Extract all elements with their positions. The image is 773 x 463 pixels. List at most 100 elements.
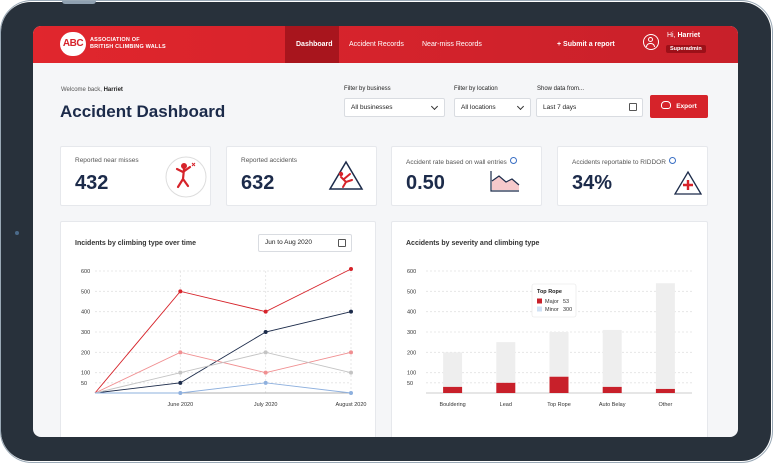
data-point <box>178 289 183 294</box>
nav-item-dashboard[interactable]: Dashboard <box>296 41 333 48</box>
y-tick-label: 500 <box>407 289 416 295</box>
business-filter-select[interactable]: All businesses <box>344 98 445 117</box>
kpi-value: 34% <box>572 172 613 194</box>
business-filter-value: All businesses <box>351 104 393 111</box>
bar-major <box>655 388 675 393</box>
y-tick-label: 200 <box>81 350 90 356</box>
data-point <box>178 391 183 395</box>
x-tick-label: Lead <box>500 402 512 408</box>
incidents-line-chart-card: Incidents by climbing type over time Jun… <box>60 221 376 437</box>
kpi-value: 432 <box>75 172 109 194</box>
location-filter-label: Filter by location <box>454 86 498 92</box>
nav-active-indicator <box>285 26 339 63</box>
chart-date-range-input[interactable]: Jun to Aug 2020 <box>258 234 352 252</box>
line-chart: 50 100 200 300 400 500 600 June 2020 July 2020 Au… <box>81 266 367 408</box>
y-tick-label: 400 <box>407 310 416 316</box>
export-label: Export <box>676 103 697 110</box>
x-tick-label: July 2020 <box>254 402 278 408</box>
tablet-camera <box>15 231 19 235</box>
abc-logo[interactable]: ABC <box>60 32 86 56</box>
bar-minor <box>443 352 463 387</box>
date-filter-label: Show data from... <box>537 86 585 92</box>
kpi-card-accident-rate: Accident rate based on wall entries 0.50 <box>391 146 542 206</box>
kpi-label-text: Accidents reportable to RIDDOR <box>572 159 666 166</box>
greeting-text: Hi, <box>667 32 678 39</box>
y-tick-label: 600 <box>407 269 416 275</box>
y-tick-label: 50 <box>407 381 413 387</box>
x-tick-label: Other <box>659 402 673 408</box>
kpi-card-accidents: Reported accidents 632 <box>226 146 377 206</box>
severity-bar-chart-card: Accidents by severity and climbing type … <box>391 221 708 437</box>
bar-minor <box>549 332 569 377</box>
nav-item-accident-records[interactable]: Accident Records <box>349 41 404 48</box>
org-name: ASSOCIATION OF BRITISH CLIMBING WALLS <box>90 37 166 51</box>
y-tick-label: 50 <box>81 381 87 387</box>
series-line <box>94 311 352 394</box>
info-icon[interactable] <box>509 157 517 164</box>
location-filter-value: All locations <box>461 104 496 111</box>
kpi-card-near-misses: Reported near misses 432 <box>60 146 211 206</box>
kpi-label: Accident rate based on wall entries <box>406 157 517 166</box>
org-name-line1: ASSOCIATION OF <box>90 37 140 43</box>
data-point <box>263 330 268 334</box>
bar-major <box>443 386 463 393</box>
data-point <box>263 309 268 314</box>
business-filter-label: Filter by business <box>344 86 391 92</box>
chevron-down-icon <box>430 102 439 111</box>
x-tick-label: August 2020 <box>336 402 367 408</box>
data-point <box>349 391 353 395</box>
data-point <box>263 350 268 355</box>
kpi-label: Reported accidents <box>241 157 298 164</box>
series-line <box>94 268 352 394</box>
data-point <box>178 380 183 385</box>
kpi-value: 0.50 <box>406 172 445 194</box>
tooltip-series-name: Major <box>545 299 559 305</box>
y-tick-label: 200 <box>407 350 416 356</box>
data-point <box>263 380 268 385</box>
tooltip-swatch <box>537 298 542 304</box>
tablet-button <box>62 0 96 4</box>
tooltip-swatch <box>537 306 542 312</box>
series-line <box>95 382 352 394</box>
data-point <box>349 370 353 375</box>
area-chart-icon <box>490 171 520 192</box>
date-filter-input[interactable]: Last 7 days <box>536 98 643 117</box>
app-screen: ABC ASSOCIATION OF BRITISH CLIMBING WALL… <box>33 26 738 437</box>
kpi-label: Accidents reportable to RIDDOR <box>572 157 676 166</box>
data-point <box>178 350 183 355</box>
submit-report-button[interactable]: + Submit a report <box>557 41 615 48</box>
calendar-icon <box>629 103 637 111</box>
y-tick-label: 100 <box>81 371 90 377</box>
y-tick-label: 100 <box>407 371 416 377</box>
kpi-value: 632 <box>241 172 275 194</box>
welcome-text: Welcome back, <box>61 87 104 93</box>
chevron-down-icon <box>516 102 525 111</box>
kpi-label: Reported near misses <box>75 157 139 164</box>
user-name: Harriet <box>677 32 701 39</box>
bar-major <box>496 382 516 393</box>
y-tick-label: 400 <box>81 310 90 316</box>
location-filter-select[interactable]: All locations <box>454 98 531 117</box>
org-name-line2: BRITISH CLIMBING WALLS <box>90 44 166 50</box>
nav-item-near-miss-records[interactable]: Near-miss Records <box>422 41 482 48</box>
bar-minor <box>655 283 675 389</box>
info-icon[interactable] <box>668 157 676 164</box>
date-filter-value: Last 7 days <box>543 104 577 111</box>
warning-fall-icon <box>328 160 364 190</box>
x-tick-label: June 2020 <box>167 402 193 408</box>
cloud-upload-icon <box>661 101 672 109</box>
first-aid-icon <box>674 170 702 195</box>
y-tick-label: 500 <box>81 289 90 295</box>
y-tick-label: 300 <box>407 330 416 336</box>
chart-title: Incidents by climbing type over time <box>75 240 196 247</box>
x-tick-label: Auto Belay <box>599 402 626 408</box>
user-avatar-icon[interactable] <box>643 34 659 50</box>
bar-minor <box>496 342 516 383</box>
date-range-value: Jun to Aug 2020 <box>265 239 312 246</box>
y-tick-label: 600 <box>81 269 90 275</box>
bar-minor <box>602 329 622 387</box>
export-button[interactable]: Export <box>650 95 708 118</box>
data-point <box>263 370 268 375</box>
x-tick-label: Top Rope <box>547 402 571 408</box>
tooltip-series-value: 300 <box>563 307 572 313</box>
